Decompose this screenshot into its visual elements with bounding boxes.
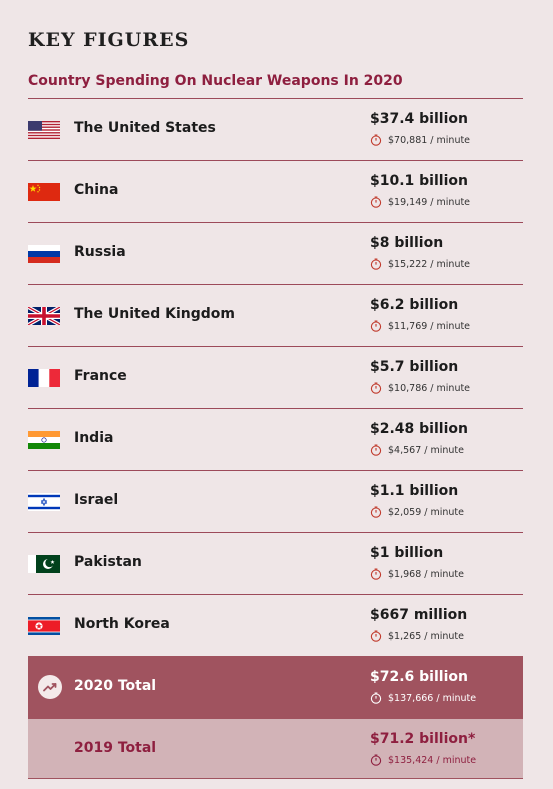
total-amount: $72.6 billion <box>370 669 468 685</box>
total-label: 2020 Total <box>74 678 157 694</box>
china-flag-icon <box>28 183 60 201</box>
us-flag-icon <box>28 121 60 139</box>
table-row: India $2.48 billion $4,567 / minute <box>28 408 523 470</box>
spending-amount: $8 billion <box>370 235 444 251</box>
per-minute-text: $10,786 / minute <box>388 382 471 394</box>
section-subheading: Country Spending On Nuclear Weapons In 2… <box>28 73 403 89</box>
stopwatch-icon <box>370 258 382 270</box>
spending-amount: $10.1 billion <box>370 173 468 189</box>
total-2019-row: 2019 Total $71.2 billion* $135,424 / min… <box>28 718 523 779</box>
stopwatch-icon <box>370 630 382 642</box>
per-minute-text: $1,265 / minute <box>388 630 464 642</box>
per-minute-rate: $4,567 / minute <box>370 444 464 456</box>
country-name: North Korea <box>74 616 170 632</box>
per-minute-text: $11,769 / minute <box>388 320 471 332</box>
spending-amount: $667 million <box>370 607 468 623</box>
per-minute-text: $19,149 / minute <box>388 196 471 208</box>
per-minute-text: $70,881 / minute <box>388 134 471 146</box>
spending-amount: $5.7 billion <box>370 359 459 375</box>
per-minute-rate: $19,149 / minute <box>370 196 470 208</box>
country-name: The United Kingdom <box>74 306 235 322</box>
france-flag-icon <box>28 369 60 387</box>
country-name: India <box>74 430 114 446</box>
per-minute-rate: $1,968 / minute <box>370 568 464 580</box>
spending-amount: $37.4 billion <box>370 111 468 127</box>
spending-amount: $6.2 billion <box>370 297 459 313</box>
per-minute-rate: $70,881 / minute <box>370 134 470 146</box>
spending-amount: $1.1 billion <box>370 483 459 499</box>
pakistan-flag-icon <box>28 555 60 573</box>
per-minute-rate: $135,424 / minute <box>370 754 476 766</box>
country-name: Russia <box>74 244 126 260</box>
country-name: France <box>74 368 127 384</box>
india-flag-icon <box>28 431 60 449</box>
spending-table: The United States $37.4 billion $70,881 … <box>28 98 523 779</box>
per-minute-text: $135,424 / minute <box>388 754 477 766</box>
russia-flag-icon <box>28 245 60 263</box>
country-name: China <box>74 182 119 198</box>
table-row: China $10.1 billion $19,149 / minute <box>28 160 523 222</box>
per-minute-text: $15,222 / minute <box>388 258 471 270</box>
country-name: The United States <box>74 120 216 136</box>
page-heading: KEY FIGURES <box>28 29 190 51</box>
north-korea-flag-icon <box>28 617 60 635</box>
total-amount: $71.2 billion* <box>370 731 476 747</box>
stopwatch-icon <box>370 506 382 518</box>
table-row: North Korea $667 million $1,265 / minute <box>28 594 523 656</box>
table-row: Pakistan $1 billion $1,968 / minute <box>28 532 523 594</box>
per-minute-text: $2,059 / minute <box>388 506 464 518</box>
table-row: France $5.7 billion $10,786 / minute <box>28 346 523 408</box>
stopwatch-icon <box>370 692 382 704</box>
per-minute-text: $1,968 / minute <box>388 568 464 580</box>
stopwatch-icon <box>370 568 382 580</box>
per-minute-rate: $2,059 / minute <box>370 506 464 518</box>
per-minute-rate: $10,786 / minute <box>370 382 470 394</box>
stopwatch-icon <box>370 320 382 332</box>
stopwatch-icon <box>370 754 382 766</box>
stopwatch-icon <box>370 382 382 394</box>
country-name: Israel <box>74 492 119 508</box>
table-row: The United States $37.4 billion $70,881 … <box>28 98 523 160</box>
per-minute-rate: $11,769 / minute <box>370 320 470 332</box>
spending-amount: $1 billion <box>370 545 444 561</box>
per-minute-rate: $137,666 / minute <box>370 692 476 704</box>
stopwatch-icon <box>370 444 382 456</box>
israel-flag-icon <box>28 493 60 511</box>
per-minute-rate: $15,222 / minute <box>370 258 470 270</box>
table-row: The United Kingdom $6.2 billion $11,769 … <box>28 284 523 346</box>
total-label: 2019 Total <box>74 740 157 756</box>
per-minute-text: $137,666 / minute <box>388 692 477 704</box>
country-name: Pakistan <box>74 554 142 570</box>
table-row: Israel $1.1 billion $2,059 / minute <box>28 470 523 532</box>
stopwatch-icon <box>370 196 382 208</box>
spending-amount: $2.48 billion <box>370 421 468 437</box>
table-row: Russia $8 billion $15,222 / minute <box>28 222 523 284</box>
uk-flag-icon <box>28 307 60 325</box>
stopwatch-icon <box>370 134 382 146</box>
per-minute-rate: $1,265 / minute <box>370 630 464 642</box>
per-minute-text: $4,567 / minute <box>388 444 464 456</box>
trending-up-icon <box>38 675 62 699</box>
total-2020-row: 2020 Total $72.6 billion $137,666 / minu… <box>28 656 523 718</box>
